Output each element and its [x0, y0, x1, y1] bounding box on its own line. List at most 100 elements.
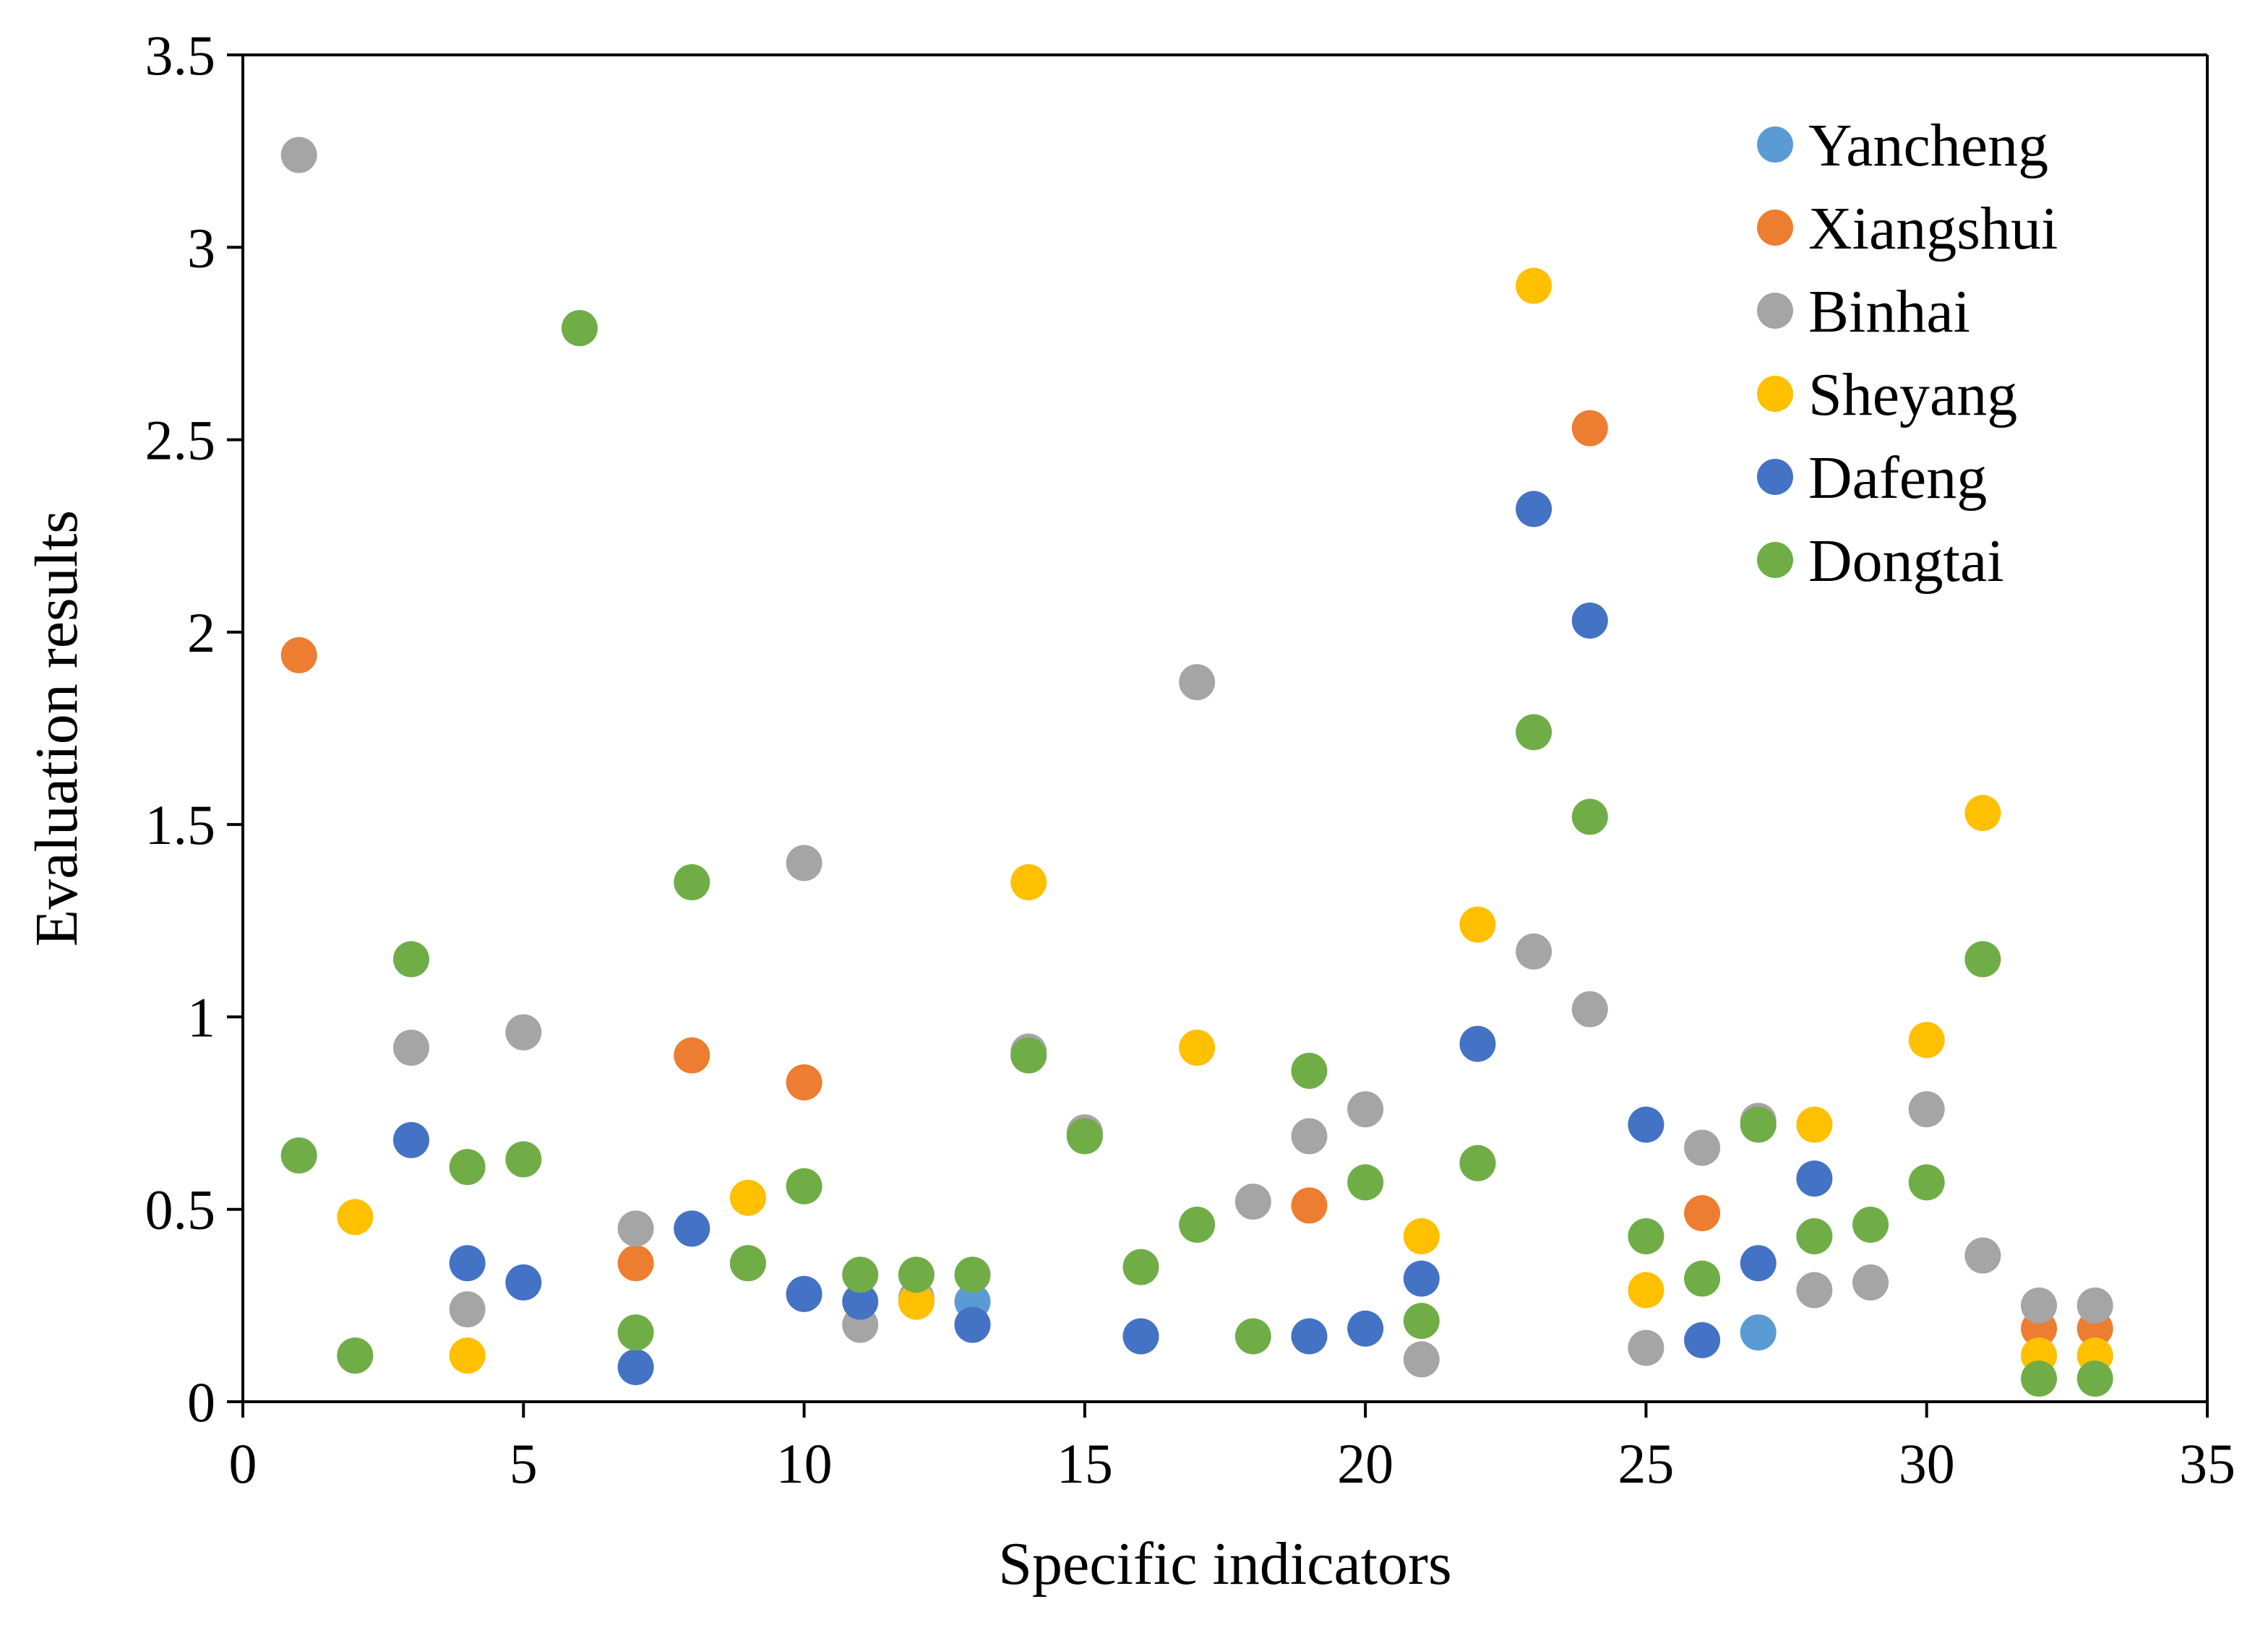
- data-point: [1796, 1160, 1833, 1197]
- data-point: [898, 1257, 935, 1293]
- data-point: [392, 1030, 429, 1066]
- data-point: [898, 1283, 935, 1320]
- data-point: [842, 1257, 879, 1293]
- data-point: [1628, 1329, 1665, 1366]
- data-point: [1628, 1217, 1665, 1254]
- x-tick-label: 30: [1899, 1432, 1955, 1495]
- data-point: [1908, 1164, 1945, 1201]
- data-point: [449, 1337, 486, 1374]
- data-point: [337, 1199, 374, 1236]
- data-point: [1516, 714, 1552, 751]
- data-point: [1516, 933, 1552, 970]
- data-point: [674, 1037, 710, 1074]
- x-tick-label: 20: [1337, 1432, 1393, 1495]
- data-point: [1291, 1052, 1328, 1089]
- data-point: [1403, 1341, 1440, 1378]
- data-point: [674, 864, 710, 901]
- data-point: [1403, 1217, 1440, 1254]
- x-axis-title: Specific indicators: [998, 1530, 1451, 1598]
- data-point: [1796, 1106, 1833, 1143]
- series-xiangshui: [280, 410, 2113, 1347]
- data-point: [1010, 864, 1047, 901]
- data-point: [1571, 798, 1608, 835]
- data-point: [1684, 1195, 1721, 1232]
- y-tick-label: 2.5: [145, 409, 216, 472]
- data-point: [1628, 1272, 1665, 1309]
- data-point: [1740, 1245, 1777, 1282]
- data-point: [1010, 1037, 1047, 1074]
- data-point: [1740, 1106, 1777, 1143]
- y-tick-label: 0: [187, 1371, 215, 1434]
- data-point: [1234, 1318, 1271, 1355]
- data-point: [1852, 1264, 1889, 1301]
- data-point: [1964, 1237, 2001, 1274]
- data-point: [505, 1264, 542, 1301]
- x-tick-label: 35: [2179, 1432, 2235, 1495]
- data-point: [1964, 795, 2001, 832]
- legend-label: Dafeng: [1808, 444, 1987, 512]
- x-tick-label: 5: [510, 1432, 538, 1495]
- data-point: [786, 845, 822, 882]
- data-point: [2076, 1361, 2113, 1397]
- legend-item-binhai: Binhai: [1757, 278, 1970, 345]
- legend-label: Dongtai: [1808, 527, 2004, 595]
- legend-label: Yancheng: [1808, 112, 2048, 179]
- data-point: [617, 1349, 654, 1386]
- series-sheyang: [337, 267, 2113, 1374]
- data-point: [786, 1275, 822, 1312]
- x-tick-label: 25: [1618, 1432, 1674, 1495]
- data-point: [842, 1283, 879, 1320]
- data-point: [617, 1245, 654, 1282]
- data-point: [1740, 1314, 1777, 1351]
- legend-marker: [1757, 459, 1793, 495]
- data-point: [1403, 1303, 1440, 1340]
- legend-marker: [1757, 126, 1793, 163]
- y-axis-ticks: 0 0.5 1 1.5 2 2.5 3 3.5: [145, 24, 243, 1434]
- data-point: [2021, 1361, 2058, 1397]
- legend-item-yancheng: Yancheng: [1757, 112, 2048, 179]
- data-point: [1684, 1129, 1721, 1166]
- data-point: [954, 1257, 991, 1293]
- y-tick-label: 3: [187, 216, 215, 279]
- data-point: [1964, 941, 2001, 978]
- data-point: [617, 1314, 654, 1351]
- data-point: [449, 1149, 486, 1186]
- data-point: [280, 1137, 317, 1174]
- data-point: [1908, 1091, 1945, 1128]
- legend-item-dongtai: Dongtai: [1757, 527, 2004, 595]
- x-axis-ticks: 0 5 10 15 20 25 30 35: [229, 1402, 2235, 1495]
- data-point: [1347, 1164, 1384, 1201]
- series-dongtai: [280, 310, 2113, 1397]
- data-point: [1179, 664, 1216, 701]
- data-point: [1908, 1022, 1945, 1059]
- data-point: [1347, 1310, 1384, 1347]
- data-point: [1459, 1145, 1496, 1181]
- data-point: [1122, 1318, 1159, 1355]
- y-tick-label: 3.5: [145, 24, 216, 87]
- data-point: [337, 1337, 374, 1374]
- x-tick-label: 15: [1057, 1432, 1113, 1495]
- legend-marker: [1757, 542, 1793, 578]
- data-point: [561, 310, 598, 347]
- x-tick-label: 10: [776, 1432, 833, 1495]
- data-point: [1459, 906, 1496, 943]
- data-point: [505, 1141, 542, 1178]
- data-point: [1291, 1118, 1328, 1155]
- data-point: [1291, 1318, 1328, 1355]
- data-point: [1571, 991, 1608, 1027]
- data-point: [1571, 602, 1608, 639]
- legend-label: Binhai: [1808, 278, 1970, 345]
- legend-marker: [1757, 376, 1793, 412]
- data-point: [1852, 1207, 1889, 1243]
- data-point: [2076, 1287, 2113, 1324]
- data-point: [392, 1121, 429, 1158]
- legend: Yancheng Xiangshui Binhai Sheyang Dafeng Dong…: [1757, 112, 2058, 595]
- y-tick-label: 0.5: [145, 1178, 216, 1241]
- data-point: [786, 1168, 822, 1204]
- data-point: [729, 1245, 766, 1282]
- legend-marker: [1757, 293, 1793, 329]
- data-point: [449, 1245, 486, 1282]
- data-point: [1122, 1249, 1159, 1285]
- data-point: [729, 1179, 766, 1216]
- data-point: [1066, 1118, 1103, 1155]
